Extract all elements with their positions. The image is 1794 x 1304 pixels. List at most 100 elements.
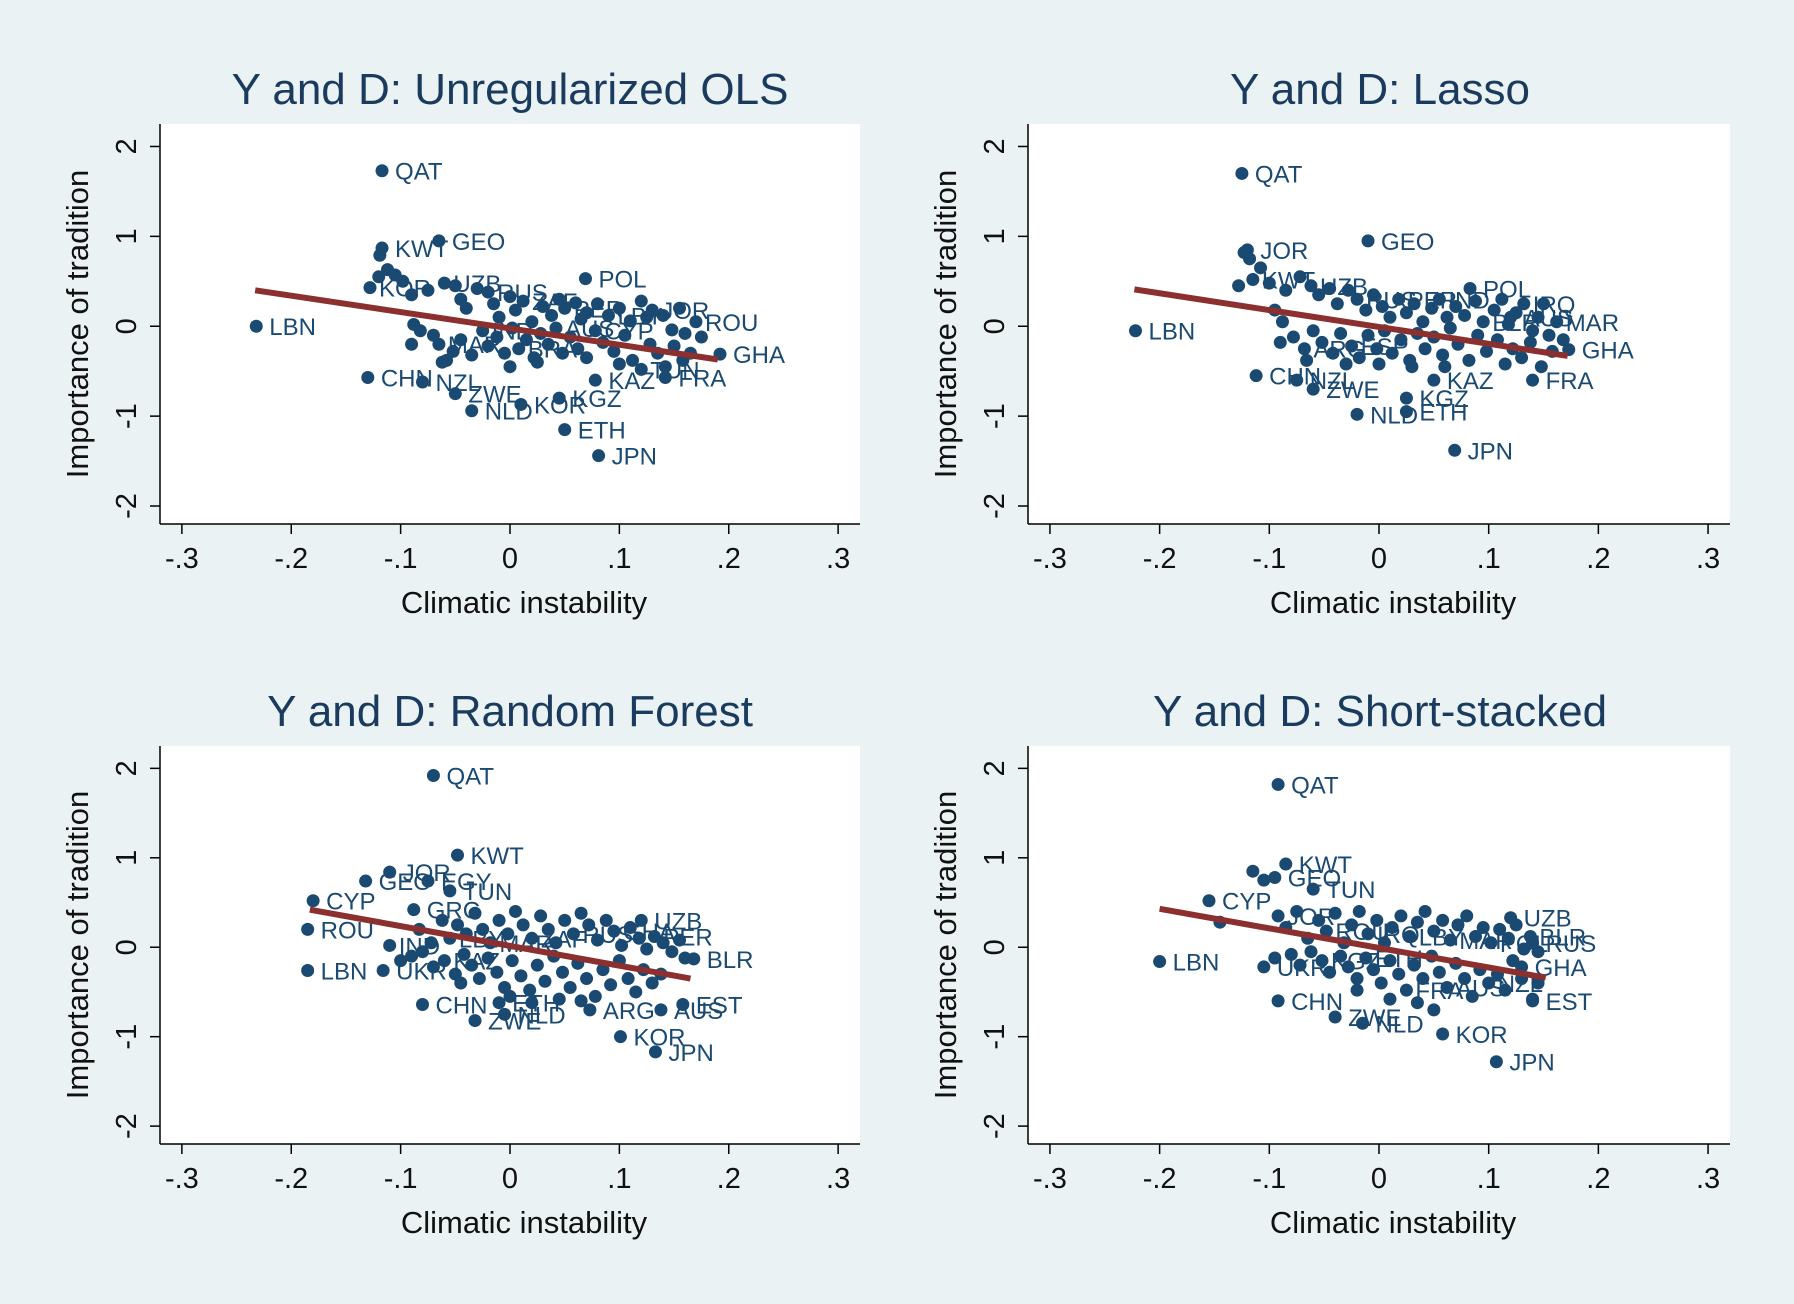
data-point [1375, 299, 1389, 313]
data-point [432, 337, 446, 351]
data-point [1350, 983, 1364, 997]
data-point [1240, 243, 1254, 257]
data-point [501, 927, 515, 941]
data-point [503, 360, 517, 374]
point-label: QAT [446, 764, 494, 791]
data-point [541, 337, 555, 351]
data-point [375, 241, 389, 255]
x-tick-label: -.3 [1033, 1163, 1067, 1195]
data-point [1495, 292, 1509, 306]
data-point [1246, 273, 1260, 287]
data-point [673, 933, 687, 947]
data-point [1334, 326, 1348, 340]
point-label: ETH [512, 991, 560, 1018]
data-point [1372, 357, 1386, 371]
data-point [465, 404, 479, 418]
data-point [1286, 330, 1300, 344]
data-point [1432, 292, 1446, 306]
data-point [416, 945, 429, 959]
point-label: GEO [452, 229, 505, 256]
data-point [534, 909, 548, 923]
data-point [490, 965, 504, 979]
data-point [604, 978, 618, 992]
point-label: UKR [1277, 955, 1328, 982]
data-point [1556, 333, 1570, 347]
point-label: FRA [678, 365, 726, 392]
data-point [1359, 303, 1373, 317]
data-point [1326, 346, 1340, 360]
data-point [1449, 299, 1463, 313]
data-point [1361, 234, 1375, 248]
data-point [448, 387, 462, 401]
y-tick-label: -1 [979, 403, 1011, 429]
data-point [558, 423, 572, 437]
data-point [1407, 297, 1421, 311]
data-point [1460, 909, 1474, 923]
data-point [492, 310, 506, 324]
data-point [632, 931, 646, 945]
data-point [1306, 382, 1320, 396]
data-point [503, 290, 517, 304]
data-point [645, 303, 659, 317]
data-point [426, 960, 440, 974]
x-tick-label: .1 [1477, 1163, 1501, 1195]
data-point [1493, 922, 1507, 936]
data-point [1458, 972, 1472, 986]
data-point [451, 848, 464, 862]
data-point [612, 301, 626, 315]
data-point [618, 328, 632, 342]
data-point [673, 301, 687, 315]
x-tick-label: -.3 [165, 543, 199, 575]
point-label: POL [1483, 276, 1531, 303]
data-point [1479, 344, 1493, 358]
data-point [525, 931, 539, 945]
data-point [405, 288, 419, 302]
data-point [1323, 281, 1337, 295]
x-tick-label: -.3 [1033, 543, 1067, 575]
point-label: KWT [1299, 852, 1353, 879]
data-point [1359, 951, 1373, 965]
data-point [556, 965, 569, 979]
y-tick-label: 2 [979, 138, 1011, 154]
point-label: NLD [518, 1002, 566, 1029]
x-tick-label: .1 [607, 543, 631, 575]
data-point [457, 947, 471, 961]
data-point [301, 963, 315, 977]
data-point [424, 936, 438, 950]
data-point [1416, 315, 1430, 329]
data-point [1383, 992, 1397, 1006]
data-point [498, 1007, 512, 1021]
x-tick-label: -.1 [1252, 1163, 1286, 1195]
data-point [1436, 913, 1450, 927]
y-tick-label: -1 [111, 1024, 143, 1050]
data-point [476, 922, 490, 936]
data-point [1476, 315, 1490, 329]
data-point [1526, 936, 1540, 950]
data-point [498, 346, 512, 360]
data-point [465, 958, 479, 972]
data-point [1451, 918, 1465, 932]
data-point [634, 294, 648, 308]
data-point [1392, 292, 1406, 306]
point-label: GHA [733, 342, 785, 369]
data-point [372, 270, 386, 284]
data-point [1271, 777, 1285, 791]
data-point [1341, 960, 1355, 974]
data-point [443, 884, 457, 898]
fit-line [1133, 286, 1569, 359]
data-point [1410, 996, 1424, 1010]
data-point [1484, 936, 1498, 950]
data-point [1334, 949, 1348, 963]
data-point [656, 936, 670, 950]
point-label: KWT [395, 236, 449, 263]
data-point [1323, 965, 1337, 979]
data-point [580, 351, 594, 365]
data-point [249, 319, 263, 333]
data-point [1448, 443, 1462, 457]
data-point [1328, 1010, 1342, 1024]
x-tick-label: .3 [1696, 543, 1720, 575]
data-point [505, 954, 519, 968]
data-point [514, 969, 528, 983]
fit-line [1159, 905, 1547, 981]
data-point [588, 324, 602, 338]
